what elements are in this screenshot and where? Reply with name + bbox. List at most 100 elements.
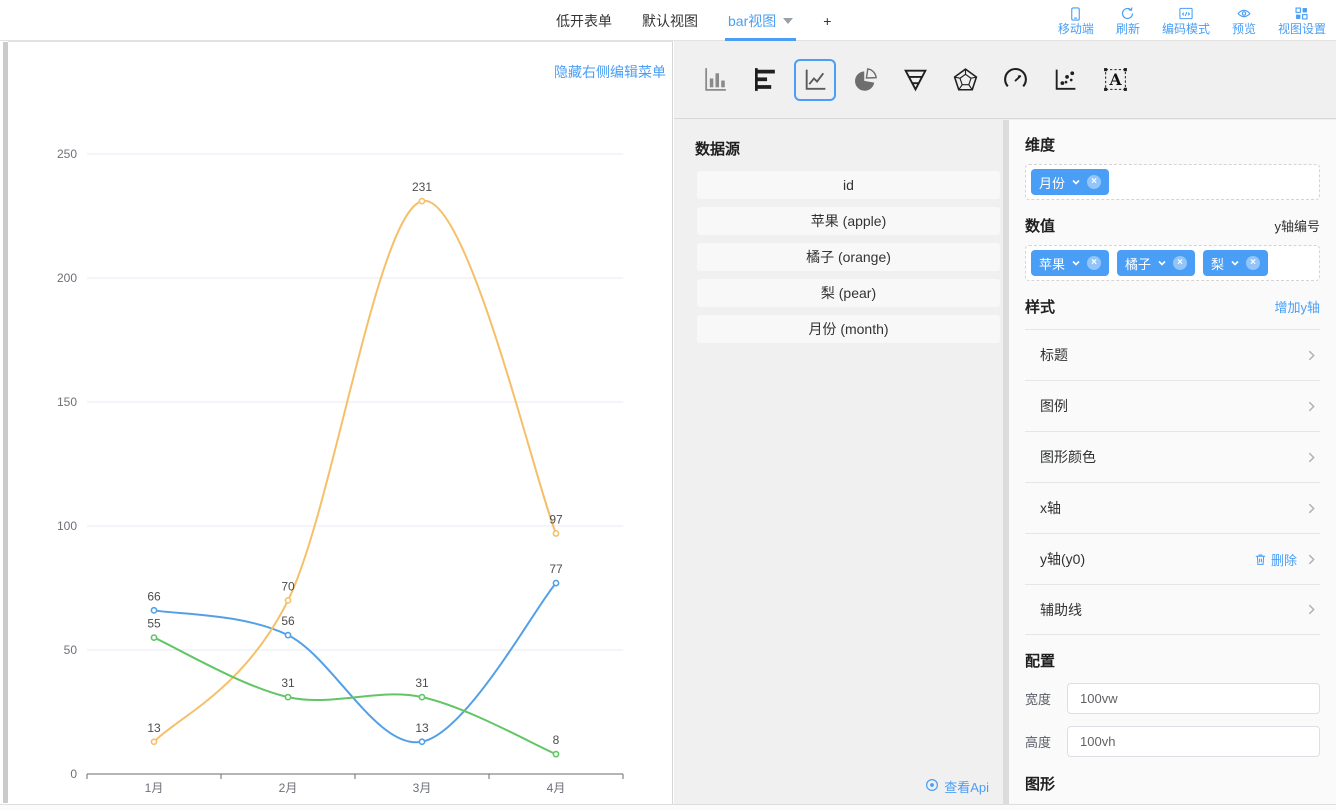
remove-tag-icon[interactable]: × — [1246, 256, 1261, 270]
remove-tag-icon[interactable]: × — [1087, 256, 1102, 270]
view-api-link[interactable]: 查看Api — [925, 777, 989, 796]
chevron-down-icon[interactable] — [1157, 258, 1167, 268]
dimension-tag[interactable]: 月份 × — [1031, 169, 1110, 195]
code-mode-icon — [1178, 6, 1194, 22]
delete-y-axis-button[interactable]: 删除 — [1254, 550, 1297, 569]
datasource-title: 数据源 — [695, 141, 741, 158]
datasource-field[interactable]: 月份 (month) — [697, 315, 1000, 343]
chart-type-line-icon — [794, 58, 836, 101]
value-tag[interactable]: 梨 × — [1203, 250, 1269, 276]
tab-bar-view[interactable]: bar视图 — [724, 0, 797, 41]
chart-type-line-button[interactable] — [790, 57, 840, 103]
height-label: 高度 — [1025, 735, 1052, 750]
preview-button[interactable]: 预览 — [1232, 6, 1256, 37]
chart-type-funnel-button[interactable] — [890, 57, 940, 103]
svg-text:0: 0 — [70, 767, 77, 781]
svg-text:3月: 3月 — [413, 781, 432, 795]
chart-type-text-button[interactable]: A — [1090, 57, 1140, 103]
value-dropzone[interactable]: 苹果 × 橘子 × 梨 × — [1025, 245, 1320, 281]
style-row-actions: 删除 — [1254, 550, 1318, 569]
caret-down-icon — [783, 17, 794, 24]
style-title: 样式 — [1025, 299, 1056, 316]
chart-type-toolbar: A — [674, 41, 1336, 119]
svg-text:150: 150 — [57, 395, 77, 409]
chart-type-radar-icon — [944, 59, 986, 101]
style-header: 样式 增加y轴 — [1025, 296, 1320, 317]
style-row-label: x轴 — [1040, 500, 1061, 516]
svg-text:100: 100 — [57, 519, 77, 533]
datasource-field[interactable]: 梨 (pear) — [697, 279, 1000, 307]
style-row-actions — [1305, 349, 1318, 362]
style-row-guide-line[interactable]: 辅助线 — [1025, 584, 1320, 635]
chart-type-pie-button[interactable] — [840, 57, 890, 103]
dimension-dropzone[interactable]: 月份 × — [1025, 164, 1320, 200]
style-row-label: 图形颜色 — [1040, 449, 1096, 465]
mobile-label: 移动端 — [1057, 21, 1094, 36]
svg-text:97: 97 — [549, 512, 563, 526]
code-mode-button[interactable]: 编码模式 — [1162, 6, 1210, 37]
chart-type-pie-icon — [844, 59, 886, 101]
add-y-axis-link[interactable]: 增加y轴 — [1274, 300, 1320, 315]
svg-text:31: 31 — [415, 676, 429, 690]
tag-label: 梨 — [1211, 256, 1225, 272]
datasource-field-list: id 苹果 (apple) 橘子 (orange) 梨 (pear) 月份 (month… — [676, 171, 1003, 343]
chart-type-gauge-button[interactable] — [990, 57, 1040, 103]
chevron-right-icon — [1305, 553, 1318, 566]
datasource-field[interactable]: 橘子 (orange) — [697, 243, 1000, 271]
chart-type-bar-button[interactable] — [690, 57, 740, 103]
tab-label: 低开表单 — [556, 12, 612, 29]
svg-text:13: 13 — [147, 721, 161, 735]
chart-type-scatter-button[interactable] — [1040, 57, 1090, 103]
svg-text:70: 70 — [281, 579, 295, 593]
code-mode-label: 编码模式 — [1161, 21, 1210, 36]
style-row-legend[interactable]: 图例 — [1025, 380, 1320, 431]
datasource-field[interactable]: 苹果 (apple) — [697, 207, 1000, 235]
style-row-y-axis-y0[interactable]: y轴(y0) 删除 — [1025, 533, 1320, 584]
style-row-actions — [1305, 451, 1318, 464]
style-row-label: 图例 — [1040, 398, 1068, 414]
editor-region: A 数据源 id 苹果 (apple) 橘子 (orange) 梨 (pear) 月份 … — [674, 41, 1336, 804]
style-row-actions — [1305, 603, 1318, 616]
style-row-title[interactable]: 标题 — [1025, 329, 1320, 380]
value-tag[interactable]: 橘子 × — [1117, 250, 1196, 276]
svg-text:31: 31 — [281, 676, 295, 690]
mobile-button[interactable]: 移动端 — [1058, 6, 1094, 37]
horizontal-scrollbar-track[interactable] — [0, 804, 1336, 810]
tab-form[interactable]: 低开表单 — [556, 0, 612, 41]
preview-label: 预览 — [1231, 21, 1256, 36]
svg-text:2月: 2月 — [279, 781, 298, 795]
hide-right-menu-link[interactable]: 隐藏右侧编辑菜单 — [554, 64, 666, 80]
tab-label: + — [823, 12, 832, 29]
left-scrollbar-rail[interactable] — [3, 42, 8, 803]
style-row-x-axis[interactable]: x轴 — [1025, 482, 1320, 533]
style-row-label: y轴(y0) — [1040, 551, 1086, 567]
chevron-down-icon[interactable] — [1230, 258, 1240, 268]
top-bar: 低开表单 默认视图 bar视图 + 移动端 刷新 编码模式 预览 视图设置 — [0, 0, 1336, 41]
trash-icon — [1254, 553, 1267, 566]
remove-tag-icon[interactable]: × — [1087, 175, 1102, 189]
datasource-field[interactable]: id — [697, 171, 1000, 199]
chevron-down-icon[interactable] — [1071, 258, 1081, 268]
chart-type-scatter-icon — [1044, 59, 1086, 101]
svg-text:231: 231 — [412, 180, 432, 194]
refresh-button[interactable]: 刷新 — [1116, 6, 1140, 37]
tab-default-view[interactable]: 默认视图 — [642, 0, 698, 41]
height-input[interactable] — [1067, 726, 1320, 757]
view-settings-button[interactable]: 视图设置 — [1278, 6, 1326, 37]
value-tag[interactable]: 苹果 × — [1031, 250, 1110, 276]
chart-type-hbar-button[interactable] — [740, 57, 790, 103]
eye-icon — [925, 778, 939, 795]
dimension-header: 维度 — [1025, 134, 1320, 155]
style-row-colors[interactable]: 图形颜色 — [1025, 431, 1320, 482]
chevron-down-icon[interactable] — [1071, 177, 1081, 187]
remove-tag-icon[interactable]: × — [1173, 256, 1188, 270]
chart-type-radar-button[interactable] — [940, 57, 990, 103]
config-title: 配置 — [1025, 653, 1056, 670]
width-label: 宽度 — [1025, 692, 1052, 707]
width-input[interactable] — [1067, 683, 1320, 714]
view-tabs: 低开表单 默认视图 bar视图 + — [556, 0, 831, 41]
svg-text:13: 13 — [415, 721, 429, 735]
view-settings-icon — [1294, 6, 1309, 22]
chart-type-hbar-icon — [744, 59, 786, 101]
tab-add-view[interactable]: + — [823, 0, 831, 41]
